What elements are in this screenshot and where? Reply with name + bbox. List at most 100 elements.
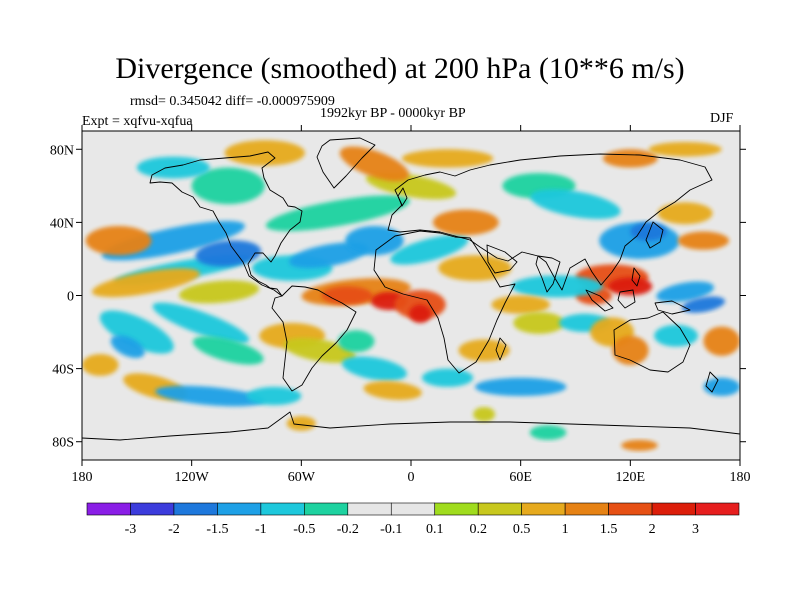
colorbar-label: 3 [692, 522, 699, 537]
anomaly-patch [337, 330, 375, 353]
anomaly-patch [155, 385, 265, 407]
x-tick-label: 60E [509, 470, 532, 485]
colorbar-swatch [304, 502, 349, 516]
rmsd-diff-stats: rmsd= 0.345042 diff= -0.000975909 [130, 94, 335, 109]
x-tick-label: 0 [408, 470, 415, 485]
anomaly-patch [656, 281, 715, 303]
anomaly-patch [621, 439, 658, 451]
anomaly-patch [529, 425, 567, 440]
experiment-label: Expt = xqfvu-xqfua [82, 114, 193, 129]
colorbar-label: 0.5 [513, 522, 531, 537]
colorbar-label: -0.1 [380, 522, 402, 537]
anomaly-patch [394, 290, 446, 320]
anomaly-patch [345, 226, 404, 256]
colorbar-label: 0.1 [426, 522, 444, 537]
anomaly-patch [363, 381, 422, 400]
x-tick-label: 120W [175, 470, 210, 485]
anomaly-patch [91, 268, 201, 298]
coast-south-america [271, 285, 357, 392]
colorbar-label: 1.5 [600, 522, 618, 537]
anomaly-patch [82, 353, 119, 376]
y-tick-label: 40S [52, 363, 74, 378]
coast-madagascar [495, 337, 507, 361]
chart-title: Divergence (smoothed) at 200 hPa (10**6 … [115, 52, 685, 85]
coast-antarctica [82, 411, 740, 441]
coast-new-guinea [654, 300, 691, 315]
anomaly-patch [289, 242, 369, 269]
anomaly-patch [421, 368, 474, 387]
coast-borneo [617, 289, 636, 309]
anomaly-patch [654, 324, 698, 347]
coast-africa [373, 230, 516, 374]
anomaly-patch [339, 146, 410, 182]
anomaly-patch [401, 149, 494, 168]
period-label: 1992kyr BP - 0000kyr BP [320, 106, 466, 121]
x-tick-label: 120E [616, 470, 646, 485]
anomaly-patch [473, 406, 496, 422]
anomaly-patch [152, 302, 250, 344]
coast-arabia [486, 244, 518, 274]
anomaly-patch [179, 280, 260, 304]
coast-north-america [149, 151, 303, 297]
y-tick-label: 0 [67, 290, 74, 305]
colorbar-swatch [217, 502, 262, 516]
colorbar-swatch [651, 502, 696, 516]
colorbar-label: -3 [125, 522, 137, 537]
colorbar-swatch [477, 502, 522, 516]
anomaly-patch [195, 240, 262, 267]
colorbar-swatch [434, 502, 479, 516]
anomaly-patch [191, 167, 265, 205]
anomaly-patch [657, 202, 713, 225]
anomaly-patch [458, 339, 510, 362]
colorbar-label: -0.5 [293, 522, 315, 537]
colorbar-swatch [173, 502, 218, 516]
anomaly-patch [513, 311, 565, 334]
coast-japan [645, 221, 664, 249]
colorbar-label: -1.5 [206, 522, 228, 537]
colorbar-swatch [390, 502, 436, 516]
colorbar-swatch [86, 502, 131, 516]
colorbar-swatch [130, 502, 175, 516]
coast-sumatra [585, 289, 614, 312]
colorbar-label: -2 [168, 522, 180, 537]
divergence-field [82, 140, 740, 451]
colorbar-swatch [347, 502, 392, 516]
colorbar-swatch [608, 502, 653, 516]
y-tick-label: 40N [50, 216, 74, 231]
coast-eurasia [387, 153, 713, 291]
anomaly-patch [530, 189, 621, 220]
anomaly-patch [321, 286, 373, 305]
season-label: DJF [710, 111, 734, 126]
anomaly-patch [85, 226, 152, 256]
anomaly-patch [681, 296, 726, 313]
anomaly-patch [511, 275, 603, 298]
anomaly-patch [474, 377, 567, 397]
colorbar-swatch [260, 502, 305, 516]
x-tick-label: 180 [72, 470, 93, 485]
colorbar-label: 2 [649, 522, 656, 537]
anomaly-patch [283, 337, 356, 363]
anomaly-patch [265, 195, 410, 232]
coast-new-zealand [705, 371, 719, 393]
anomaly-patch [390, 234, 469, 265]
anomaly-patch [409, 304, 432, 323]
anomaly-patch [602, 149, 658, 168]
coast-australia [613, 311, 691, 373]
anomaly-patch [630, 222, 667, 241]
colorbar-swatch [695, 502, 740, 516]
anomaly-patch [246, 386, 302, 406]
coastlines [82, 137, 740, 441]
anomaly-patch [491, 295, 550, 314]
x-tick-label: 60W [288, 470, 316, 485]
y-tick-label: 80S [52, 436, 74, 451]
anomaly-patch [432, 209, 499, 236]
anomaly-patch [648, 141, 722, 157]
anomaly-patch [608, 277, 653, 296]
colorbar-label: -1 [255, 522, 267, 537]
y-tick-label: 80N [50, 143, 74, 158]
coast-uk [397, 187, 408, 207]
anomaly-patch [99, 310, 174, 354]
anomaly-patch [341, 356, 407, 381]
anomaly-patch [703, 377, 740, 397]
